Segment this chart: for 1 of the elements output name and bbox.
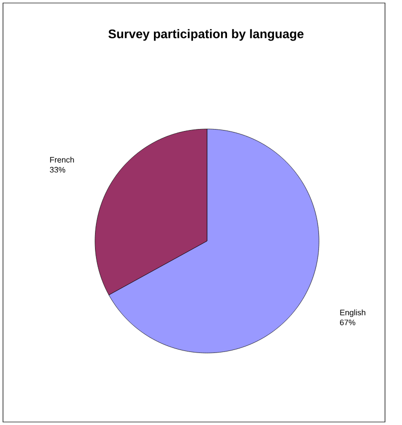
chart-title: Survey participation by language [108, 29, 304, 41]
